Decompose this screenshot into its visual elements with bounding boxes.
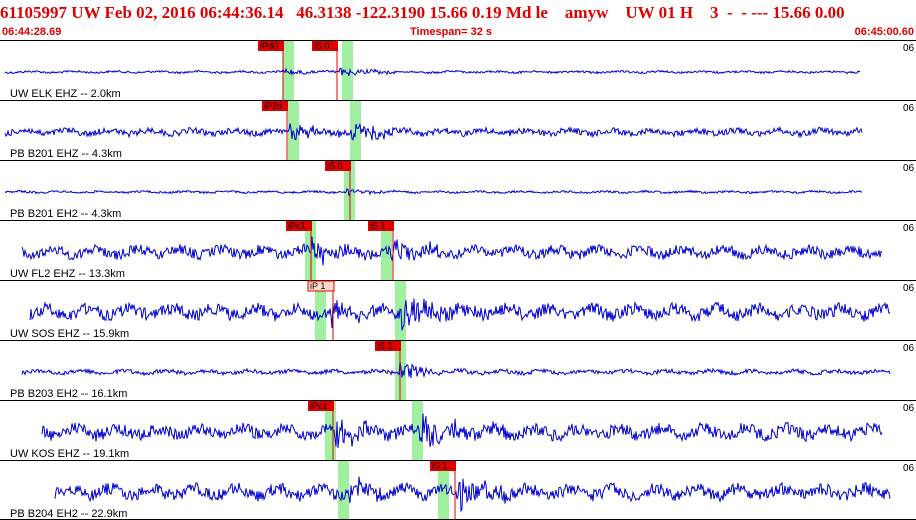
trace-row[interactable]: iS 0 PB B201 EH2 -- 4.3km 06 <box>0 160 916 221</box>
waveform <box>29 298 891 331</box>
trace-row[interactable]: iS 1 PB B203 EH2 -- 16.1km 06 <box>0 340 916 401</box>
pick-window-band <box>325 401 336 460</box>
pick-label: iS 0 <box>327 161 343 171</box>
waveform <box>41 413 883 449</box>
pick-label: iP2d <box>264 101 282 111</box>
phase-pick[interactable]: iS 1 <box>368 221 394 280</box>
trace-scale-label: 06 <box>903 223 915 234</box>
seismogram-panel[interactable]: iPd0 iS 0 UW ELK EHZ -- 2.0km 06 iP2d PB B201… <box>0 40 916 520</box>
trace-scale-label: 06 <box>903 403 915 414</box>
station-label: UW FL2 EHZ -- 13.3km <box>10 268 125 280</box>
station-label: UW ELK EHZ -- 2.0km <box>10 88 121 100</box>
pick-label-box[interactable] <box>307 280 335 292</box>
phase-pick[interactable]: iPd0 <box>258 41 284 100</box>
pick-label: iPc1 <box>310 401 328 411</box>
pick-label: iS 0 <box>314 41 330 51</box>
pick-label-box[interactable] <box>325 161 351 171</box>
trace-row[interactable]: iS 1 PB B204 EH2 -- 22.9km 06 <box>0 460 916 520</box>
pick-window-band <box>283 41 294 100</box>
pick-window-band <box>338 461 349 520</box>
phase-pick[interactable]: iP 1 <box>307 280 335 340</box>
pick-label: iS 1 <box>370 221 386 231</box>
trace-row[interactable]: iP2d PB B201 EHZ -- 4.3km 06 <box>0 100 916 161</box>
pick-window-band <box>438 461 449 520</box>
end-time: 06:45:00.60 <box>854 26 914 38</box>
pick-label: iP 1 <box>310 281 325 291</box>
station-label: PB B204 EH2 -- 22.9km <box>10 508 127 520</box>
header-bar: 61105997 UW Feb 02, 2016 06:44:36.14 46.… <box>0 0 916 40</box>
pick-label-box[interactable] <box>368 221 394 231</box>
trace-row[interactable]: iPc1 iS 1 UW FL2 EHZ -- 13.3km 06 <box>0 220 916 281</box>
trace-scale-label: 06 <box>903 343 915 354</box>
waveform <box>54 476 891 513</box>
pick-label-box[interactable] <box>258 41 284 51</box>
trace-scale-label: 06 <box>903 463 915 474</box>
pick-label-box[interactable] <box>430 461 456 471</box>
station-label: UW KOS EHZ -- 19.1km <box>10 448 129 460</box>
waveform <box>4 188 863 196</box>
start-time: 06:44:28.69 <box>2 26 62 38</box>
trace-scale-label: 06 <box>903 283 915 294</box>
phase-pick[interactable]: iS 1 <box>375 341 401 400</box>
pick-label: iPd0 <box>260 41 278 51</box>
trace-scale-label: 06 <box>903 103 915 114</box>
phase-pick[interactable]: iPc1 <box>286 221 312 280</box>
pick-label: iS 1 <box>432 461 448 471</box>
waveform <box>21 236 883 266</box>
trace-scale-label: 06 <box>903 163 915 174</box>
trace-row[interactable]: iPc1 UW KOS EHZ -- 19.1km 06 <box>0 400 916 461</box>
station-label: PB B203 EH2 -- 16.1km <box>10 388 127 400</box>
waveform <box>4 67 861 77</box>
phase-pick[interactable]: iPc1 <box>308 401 334 460</box>
phase-pick[interactable]: iP2d <box>262 101 288 160</box>
pick-label-box[interactable] <box>312 41 338 51</box>
phase-pick[interactable]: iS 0 <box>325 161 351 220</box>
pick-label-box[interactable] <box>308 401 334 411</box>
trace-scale-label: 06 <box>903 43 915 54</box>
waveform <box>21 360 891 379</box>
pick-label-box[interactable] <box>262 101 288 111</box>
pick-label: iPc1 <box>288 221 306 231</box>
pick-window-band <box>342 41 353 100</box>
trace-row[interactable]: iPd0 iS 0 UW ELK EHZ -- 2.0km 06 <box>0 40 916 101</box>
pick-window-band <box>412 401 423 460</box>
station-label: PB B201 EH2 -- 4.3km <box>10 208 121 220</box>
event-title: 61105997 UW Feb 02, 2016 06:44:36.14 46.… <box>0 3 845 22</box>
station-label: UW SOS EHZ -- 15.9km <box>10 328 129 340</box>
pick-label: iS 1 <box>377 341 393 351</box>
pick-label-box[interactable] <box>286 221 312 231</box>
trace-row[interactable]: iP 1 UW SOS EHZ -- 15.9km 06 <box>0 280 916 341</box>
pick-label-box[interactable] <box>375 341 401 351</box>
phase-pick[interactable]: iS 0 <box>312 41 338 100</box>
station-label: PB B201 EHZ -- 4.3km <box>10 148 122 160</box>
pick-window-band <box>395 281 406 340</box>
timespan-label: Timespan= 32 s <box>410 26 493 38</box>
waveform <box>4 123 863 141</box>
pick-window-band <box>315 281 326 340</box>
phase-pick[interactable]: iS 1 <box>430 461 456 520</box>
